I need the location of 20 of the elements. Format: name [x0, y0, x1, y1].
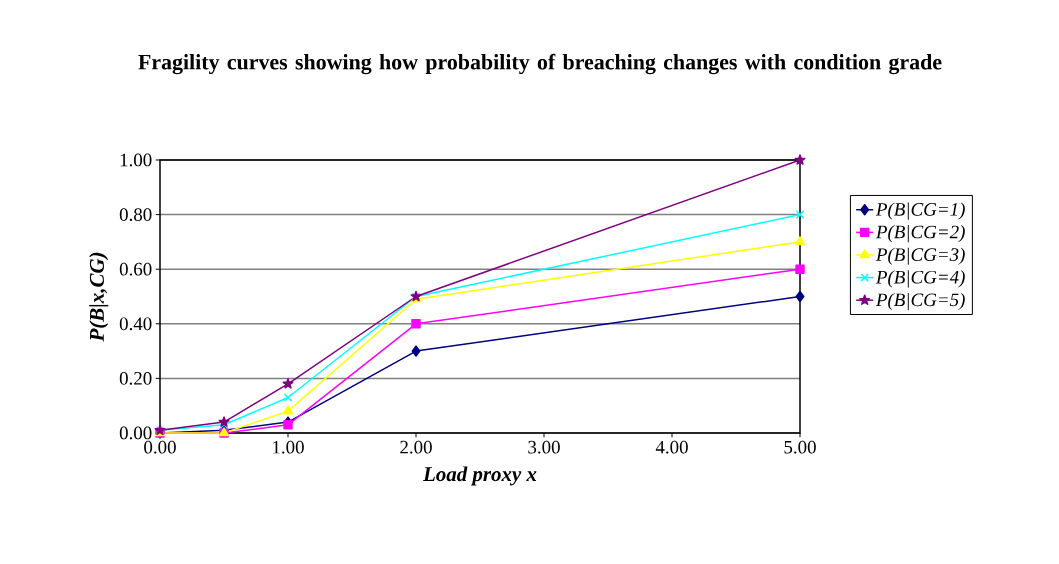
legend-label: P(B|CG=5) — [875, 292, 965, 311]
x-tick-label: 5.00 — [784, 440, 816, 454]
x-tick-label: 3.00 — [528, 440, 560, 454]
legend-label: P(B|CG=1) — [875, 202, 965, 220]
x-tick-label: 1.00 — [273, 440, 304, 454]
y-tick-label: 0.20 — [119, 371, 152, 385]
x-axis-title: Load proxy x — [422, 466, 537, 486]
legend-label: P(B|CG=2) — [875, 225, 965, 243]
x-tick-label: 0.00 — [144, 440, 176, 454]
y-tick-label: 1.00 — [120, 153, 152, 167]
y-axis-title: P(B|x,CG) — [89, 252, 109, 342]
chart-title: Fragility curves showing how probability of breaching changes with condition grade — [138, 53, 942, 75]
y-tick-label: 0.00 — [119, 426, 152, 440]
y-tick-label: 0.80 — [119, 208, 152, 222]
x-tick-label: 2.00 — [400, 440, 432, 454]
y-tick-label: 0.60 — [119, 262, 152, 276]
x-tick-label: 4.00 — [655, 440, 688, 454]
legend-label: P(B|CG=4) — [875, 270, 965, 288]
legend-label: P(B|CG=3) — [875, 247, 965, 265]
y-tick-label: 0.40 — [119, 317, 152, 331]
